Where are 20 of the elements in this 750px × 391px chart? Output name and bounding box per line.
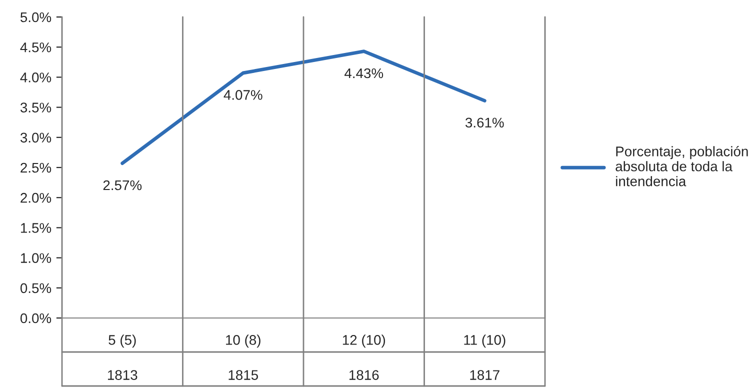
data-label: 3.61% — [465, 118, 504, 128]
data-label: 2.57% — [103, 180, 142, 190]
y-tick-label: 0.5% — [20, 283, 52, 294]
category-label: 11 (10) 1817 — [464, 334, 506, 380]
y-tick-label: 0.0% — [20, 313, 52, 324]
legend-label: Porcentaje, población absoluta de toda la intendencia — [616, 146, 748, 186]
y-tick-label: 4.0% — [20, 72, 52, 82]
data-label: 4.43% — [344, 68, 384, 78]
y-tick-label: 1.5% — [20, 223, 52, 233]
y-tick-label: 2.5% — [20, 162, 52, 173]
y-tick-label: 2.0% — [20, 192, 52, 203]
y-tick-label: 4.5% — [20, 42, 52, 52]
y-tick-label: 3.5% — [20, 102, 52, 112]
y-tick-label: 3.0% — [20, 132, 52, 143]
category-label: 10 (8) 1815 — [226, 334, 260, 380]
category-label: 5 (5) 1813 — [108, 334, 138, 380]
data-label: 4.07% — [224, 90, 262, 100]
y-tick-label: 5.0% — [20, 12, 52, 22]
y-tick-label: 1.0% — [20, 253, 52, 263]
category-label: 12 (10) 1816 — [342, 334, 386, 380]
